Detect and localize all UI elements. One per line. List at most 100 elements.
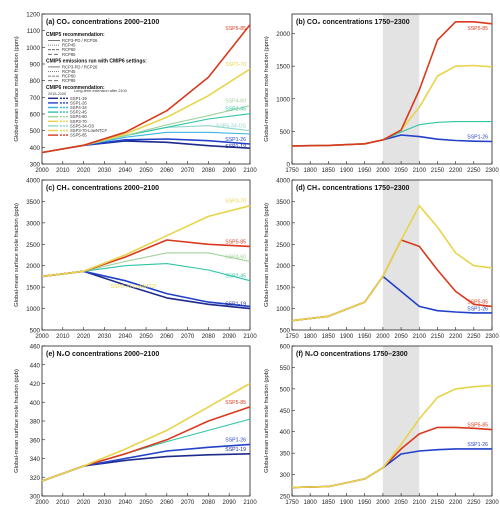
y-tick-label: 4000 <box>26 178 40 185</box>
y-tick-label: 300 <box>30 494 41 501</box>
x-tick-label: 2100 <box>413 500 427 506</box>
y-tick-label: 800 <box>30 78 41 85</box>
series-label: SSP3-70-LowNTCF <box>111 284 157 290</box>
x-tick-label: 1850 <box>322 500 336 506</box>
legend-title-cmip6: CMIP6 recommendation: <box>46 85 105 91</box>
legend-item: RCP60 <box>62 74 76 79</box>
series-line <box>41 443 251 482</box>
x-tick-label: 2300 <box>485 168 499 174</box>
y-tick-label: 500 <box>280 129 291 136</box>
y-tick-label: 2000 <box>26 263 40 270</box>
y-tick-label: 1500 <box>26 285 40 292</box>
y-tick-label: 380 <box>30 419 41 426</box>
panel-title: (a) CO₂ concentrations 2000–2100 <box>46 19 159 26</box>
x-tick-label: 2150 <box>431 334 445 340</box>
shaded-band <box>382 346 420 496</box>
x-tick-label: 2100 <box>243 168 257 174</box>
plot-frame <box>291 13 493 165</box>
x-tick-label: 2050 <box>139 334 153 340</box>
y-tick-label: 3500 <box>276 199 290 206</box>
y-tick-label: 500 <box>280 386 291 393</box>
x-tick-label: 1800 <box>304 500 318 506</box>
panel-e: 300 320 340 360 380 400 420 440 460 2000 2010 2020 2… <box>14 344 257 507</box>
x-tick-label: 2080 <box>202 168 216 174</box>
x-tick-label: 2200 <box>449 334 463 340</box>
x-tick-label: 1800 <box>304 334 318 340</box>
series-line <box>41 382 251 482</box>
y-axis-label: Global-mean surface mole fraction (ppb) <box>14 203 20 307</box>
legend-title-cmip5: CMIP5 recommendation: <box>46 32 105 38</box>
x-tick-label: 1750 <box>285 334 299 340</box>
series-label: SSP4-60 <box>225 99 246 105</box>
series-label: SSP1-26 <box>225 437 246 443</box>
panel-d: 500 1000 1500 2000 2500 3000 3500 4000 1750 1800 1… <box>264 178 499 341</box>
x-tick-label: 1850 <box>322 168 336 174</box>
x-tick-label: 2250 <box>467 500 481 506</box>
x-tick-label: 1950 <box>358 168 372 174</box>
y-tick-label: 360 <box>30 437 41 444</box>
y-tick-label: 2000 <box>276 31 290 38</box>
series-label: SSP1-26 <box>467 135 488 141</box>
y-tick-label: 1200 <box>26 12 40 19</box>
series-label: SSP5-85 <box>225 239 246 245</box>
panel-b: 0 500 1000 1500 2000 1750 1800 1850 1900 1950 2000… <box>264 13 499 174</box>
legend-item: RCP85 <box>62 78 76 83</box>
y-tick-label: 3000 <box>276 220 290 227</box>
series-label: SSP1-19 <box>225 144 246 150</box>
y-tick-label: 250 <box>280 494 291 501</box>
shaded-band <box>382 14 420 164</box>
legend-item: RCP45 <box>62 43 76 48</box>
y-tick-label: 550 <box>280 365 291 372</box>
legend-item: SSP3-70 <box>70 119 87 124</box>
panel-f: 250 300 350 400 450 500 550 600 1750 1800 1850 1900… <box>264 344 499 507</box>
x-tick-label: 2020 <box>77 334 91 340</box>
series-label: SSP2-45 <box>225 107 246 113</box>
series-label: SSP1-26 <box>467 442 488 448</box>
y-tick-label: 320 <box>30 475 41 482</box>
y-tick-label: 1500 <box>276 64 290 71</box>
series-label: SSP5-85 <box>225 400 246 406</box>
series-line <box>41 24 251 154</box>
x-tick-label: 2000 <box>376 500 390 506</box>
x-tick-label: 2050 <box>394 334 408 340</box>
series-label: SSP5-85 <box>467 423 488 429</box>
legend-item: RCP85 <box>62 52 76 57</box>
y-tick-label: 1000 <box>276 306 290 313</box>
y-tick-label: 1000 <box>276 96 290 103</box>
x-tick-label: 1900 <box>340 334 354 340</box>
series-label: SSP1-26 <box>467 306 488 312</box>
x-tick-label: 2060 <box>160 168 174 174</box>
plot-frame <box>291 345 493 497</box>
x-tick-label: 2300 <box>485 500 499 506</box>
y-axis-label: Global-mean surface mole fraction (ppm) <box>264 36 270 141</box>
legend-item: SSP2-45 <box>70 110 87 115</box>
y-tick-label: 0 <box>287 162 291 169</box>
shaded-band <box>382 180 420 330</box>
series-line <box>291 384 493 489</box>
panel-title: (e) N₂O concentrations 2000–2100 <box>46 351 159 358</box>
x-tick-label: 2000 <box>35 168 49 174</box>
legend-item: SSP4-60 <box>70 114 87 119</box>
x-tick-label: 2050 <box>139 500 153 506</box>
series-label: SSP3-70 <box>225 199 246 205</box>
y-tick-label: 500 <box>30 128 41 135</box>
x-tick-label: 2030 <box>98 168 112 174</box>
y-tick-label: 460 <box>30 344 41 351</box>
series-line <box>41 418 251 482</box>
legend: CMIP5 recommendation:RCP3-PD / RCP26RCP4… <box>46 32 147 138</box>
y-tick-label: 2500 <box>276 242 290 249</box>
series-label: SSP5-85 <box>467 26 488 32</box>
x-tick-label: 2070 <box>181 334 195 340</box>
legend-item: SSP5-34-OS <box>70 123 94 128</box>
x-tick-label: 2000 <box>35 334 49 340</box>
x-tick-label: 2050 <box>139 168 153 174</box>
x-tick-label: 1750 <box>285 500 299 506</box>
x-tick-label: 1850 <box>322 334 336 340</box>
y-tick-label: 1000 <box>26 306 40 313</box>
x-tick-label: 2200 <box>449 168 463 174</box>
series-line <box>41 453 251 482</box>
plot-frame <box>41 345 251 497</box>
legend-item: SSP1-26 <box>70 100 87 105</box>
legend-col-long: Long-term extension after 2100 <box>74 89 127 93</box>
y-tick-label: 1100 <box>27 28 41 35</box>
